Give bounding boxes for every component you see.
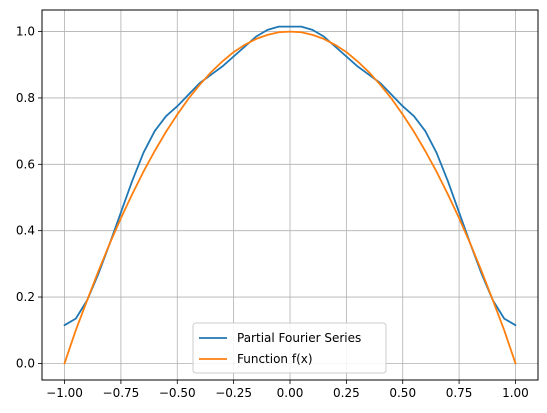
x-tick-label: −1.00 xyxy=(46,386,83,400)
x-tick-label: 0.75 xyxy=(446,386,473,400)
x-tick-label: 0.50 xyxy=(389,386,416,400)
y-tick-label: 0.8 xyxy=(16,91,35,105)
y-tick-label: 0.0 xyxy=(16,356,35,370)
y-tick-label: 0.6 xyxy=(16,157,35,171)
series-line-function xyxy=(63,30,517,365)
legend-label-function: Function f(x) xyxy=(237,352,313,366)
x-tick-label: −0.50 xyxy=(159,386,196,400)
x-tick-label: −0.25 xyxy=(215,386,252,400)
legend-label-fourier: Partial Fourier Series xyxy=(237,331,361,345)
series-line-fourier xyxy=(63,25,517,327)
y-tick-label: 0.2 xyxy=(16,290,35,304)
x-tick-label: −0.75 xyxy=(103,386,140,400)
legend-box xyxy=(192,322,387,374)
x-tick-label: 0.00 xyxy=(277,386,304,400)
grid xyxy=(42,10,538,380)
x-tick-label: 1.00 xyxy=(502,386,529,400)
y-tick-label: 0.4 xyxy=(16,224,35,238)
x-tick-label: 0.25 xyxy=(333,386,360,400)
legend: Partial Fourier Series Function f(x) xyxy=(192,322,387,374)
axis-ticks: −1.00 −0.75 −0.50 −0.25 0.00 0.25 0.50 0.75 1.00… xyxy=(16,25,529,400)
y-tick-label: 1.0 xyxy=(16,25,35,39)
series-lines xyxy=(63,25,517,365)
